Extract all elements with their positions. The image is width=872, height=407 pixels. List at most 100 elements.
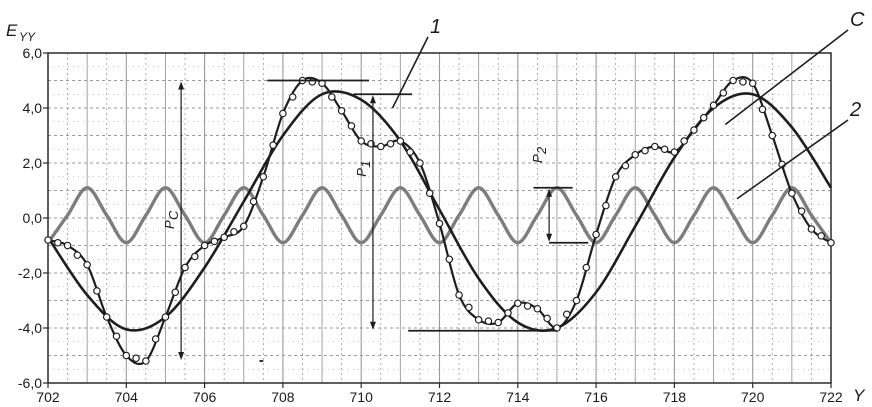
y-tick-label: 2,0 bbox=[23, 155, 43, 171]
callout-1-label: 1 bbox=[430, 16, 441, 38]
x-tick-label: 718 bbox=[663, 389, 687, 405]
series-point-c bbox=[112, 332, 121, 341]
series-point-c bbox=[181, 263, 189, 272]
x-tick-label: 722 bbox=[819, 389, 843, 405]
pc-label: PC bbox=[162, 210, 181, 229]
x-tick-label: 716 bbox=[584, 389, 608, 405]
series-point-c bbox=[337, 106, 346, 115]
series-point-c bbox=[651, 142, 659, 151]
series-point-c bbox=[680, 137, 688, 145]
series-point-c bbox=[513, 299, 522, 308]
series-point-c bbox=[504, 309, 512, 317]
series-point-c bbox=[171, 288, 180, 297]
series-point-c bbox=[748, 79, 757, 88]
series-point-c bbox=[572, 296, 581, 305]
series-point-c bbox=[758, 105, 767, 114]
y-tick-label: 0,0 bbox=[23, 210, 43, 226]
series-point-c bbox=[357, 137, 366, 145]
callout-2-label: 2 bbox=[849, 99, 861, 121]
series-point-c bbox=[592, 230, 600, 239]
series-point-c bbox=[562, 310, 571, 319]
p1-label-text: P bbox=[354, 168, 369, 177]
series-point-c bbox=[161, 313, 170, 321]
series-point-c bbox=[582, 263, 591, 272]
axes: 702 704 706 708 710 712 714 716 718 720 722 -6,0 -4,… bbox=[18, 45, 843, 405]
series-point-c bbox=[102, 313, 111, 321]
series-point-c bbox=[827, 238, 835, 247]
callout-c-leader bbox=[724, 29, 849, 126]
series-point-c bbox=[797, 207, 806, 215]
series-point-c bbox=[739, 78, 747, 86]
series-point-c bbox=[132, 354, 140, 363]
x-tick-label: 704 bbox=[115, 389, 139, 405]
series-point-c bbox=[425, 189, 434, 198]
series-point-c bbox=[347, 122, 356, 130]
series-point-c bbox=[239, 222, 248, 231]
series-point-c bbox=[406, 148, 414, 156]
series-point-c bbox=[416, 159, 424, 167]
p1-label: P1 bbox=[354, 161, 373, 177]
series-point-c bbox=[631, 150, 640, 159]
series-point-c bbox=[788, 189, 796, 198]
series-point-c bbox=[259, 172, 268, 181]
p2-label-sub: 2 bbox=[534, 146, 549, 155]
callout-c-label: C bbox=[850, 9, 865, 31]
series-line-2 bbox=[46, 186, 833, 245]
y-axis-title: E bbox=[6, 21, 18, 40]
x-tick-label: 702 bbox=[36, 389, 60, 405]
series-point-c bbox=[611, 172, 620, 181]
series-point-c bbox=[83, 260, 91, 269]
series-point-c bbox=[729, 76, 737, 85]
series-point-c bbox=[474, 315, 483, 324]
p1-arrow-head-top bbox=[369, 95, 376, 104]
series-point-c bbox=[220, 233, 228, 242]
y-tick-label: 6,0 bbox=[23, 45, 43, 61]
x-tick-label: 720 bbox=[741, 389, 765, 405]
series-point-c bbox=[699, 113, 708, 122]
series-point-c bbox=[602, 201, 610, 210]
series-point-c bbox=[44, 236, 52, 244]
p2-label: P2 bbox=[530, 146, 549, 163]
series-point-c bbox=[328, 93, 336, 101]
p2-arrow-head-bottom bbox=[546, 233, 553, 242]
series-point-c bbox=[396, 137, 405, 145]
x-tick-label: 714 bbox=[506, 389, 530, 405]
series-point-c bbox=[670, 148, 679, 156]
callout-1-leader bbox=[391, 36, 429, 109]
series-point-c bbox=[709, 101, 718, 110]
series-point-c bbox=[768, 131, 777, 140]
series-point-c bbox=[151, 335, 160, 343]
series-point-c bbox=[210, 237, 219, 246]
series-point-c bbox=[455, 291, 463, 299]
series-point-c bbox=[200, 241, 209, 250]
p2-arrow-head-top bbox=[546, 188, 553, 197]
series-point-c bbox=[660, 145, 669, 154]
series-point-c bbox=[142, 357, 150, 365]
series-point-c bbox=[465, 303, 473, 312]
series-point-c bbox=[621, 161, 630, 170]
callout-2-leader bbox=[736, 119, 849, 200]
series-point-c bbox=[73, 251, 82, 259]
p2-label-text: P bbox=[530, 154, 545, 163]
x-tick-label: 712 bbox=[428, 389, 452, 405]
series-point-c bbox=[484, 317, 493, 325]
p1-arrow-head-bottom bbox=[369, 321, 376, 330]
series-point-c bbox=[533, 304, 542, 313]
series-point-c bbox=[523, 302, 532, 310]
y-tick-label: -4,0 bbox=[18, 320, 42, 336]
y-axis-title-sub: YY bbox=[19, 30, 36, 44]
series-point-c bbox=[386, 139, 395, 148]
x-tick-label: 706 bbox=[193, 389, 217, 405]
series-point-c bbox=[543, 314, 551, 323]
x-tick-label: 708 bbox=[271, 389, 295, 405]
x-tick-label: 710 bbox=[350, 389, 374, 405]
y-tick-label: 4,0 bbox=[23, 100, 43, 116]
p1-label-sub: 1 bbox=[358, 161, 373, 168]
series-point-c bbox=[230, 227, 238, 236]
series-point-c bbox=[122, 351, 131, 360]
series-point-c bbox=[93, 287, 101, 295]
pc-label-sub: C bbox=[166, 210, 181, 220]
